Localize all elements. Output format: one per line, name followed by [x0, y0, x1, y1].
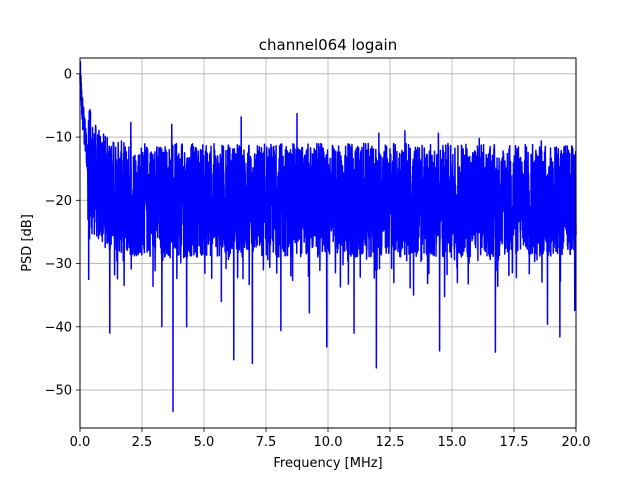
y-tick-label: −30	[45, 257, 72, 272]
y-tick-label: −50	[45, 384, 72, 399]
x-tick-label: 17.5	[500, 435, 529, 450]
x-axis-ticks: 0.0 2.5 5.0 7.5 10.0 12.5 15.0 17.5 20.0	[70, 428, 591, 450]
chart-title: channel064 logain	[259, 36, 398, 54]
x-tick-label: 5.0	[194, 435, 215, 450]
x-tick-label: 10.0	[314, 435, 343, 450]
y-tick-label: −20	[45, 194, 72, 209]
y-tick-label: −10	[45, 131, 72, 146]
x-tick-label: 7.5	[256, 435, 277, 450]
y-tick-label: −40	[45, 320, 72, 335]
x-axis-label: Frequency [MHz]	[273, 456, 382, 471]
y-axis-label: PSD [dB]	[20, 214, 35, 272]
x-tick-label: 0.0	[70, 435, 91, 450]
x-tick-label: 15.0	[438, 435, 467, 450]
y-axis-ticks: 0 −10 −20 −30 −40 −50	[45, 67, 80, 399]
y-tick-label: 0	[64, 67, 72, 82]
psd-series-line	[79, 61, 577, 413]
x-tick-label: 2.5	[132, 435, 153, 450]
x-tick-label: 20.0	[562, 435, 591, 450]
x-tick-label: 12.5	[376, 435, 405, 450]
plot-area	[79, 61, 577, 413]
